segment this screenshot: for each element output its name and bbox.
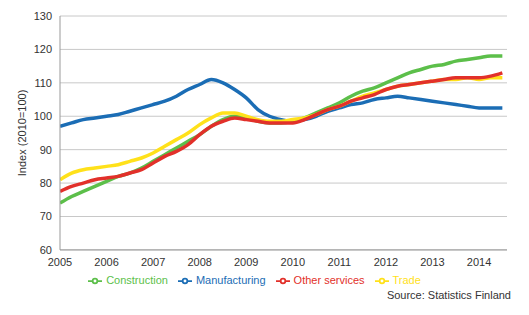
svg-text:110: 110	[34, 77, 52, 89]
svg-text:130: 130	[34, 10, 52, 22]
svg-text:2010: 2010	[281, 256, 305, 268]
svg-text:2007: 2007	[141, 256, 165, 268]
svg-text:2013: 2013	[420, 256, 444, 268]
svg-text:70: 70	[40, 210, 52, 222]
html-text:Trade: Trade	[392, 273, 421, 286]
html-text:Manufacturing: Manufacturing	[195, 273, 266, 286]
svg-text:90: 90	[40, 144, 52, 156]
svg-text:2011: 2011	[328, 256, 352, 268]
svg-text:80: 80	[40, 177, 52, 189]
svg-text:Index (2010=100): Index (2010=100)	[16, 90, 28, 177]
svg-text:2006: 2006	[94, 256, 118, 268]
svg-text:120: 120	[34, 43, 52, 55]
svg-text:2012: 2012	[374, 256, 398, 268]
svg-text:2008: 2008	[187, 256, 211, 268]
svg-text:60: 60	[40, 244, 52, 256]
svg-text:2009: 2009	[234, 256, 258, 268]
html-text:Source: Statistics Finland: Source: Statistics Finland	[386, 289, 511, 301]
svg-text:100: 100	[34, 110, 52, 122]
svg-text:2014: 2014	[467, 256, 491, 268]
svg-text:2005: 2005	[48, 256, 72, 268]
html-text:Other services: Other services	[293, 273, 365, 286]
html-text:Construction: Construction	[106, 273, 168, 286]
